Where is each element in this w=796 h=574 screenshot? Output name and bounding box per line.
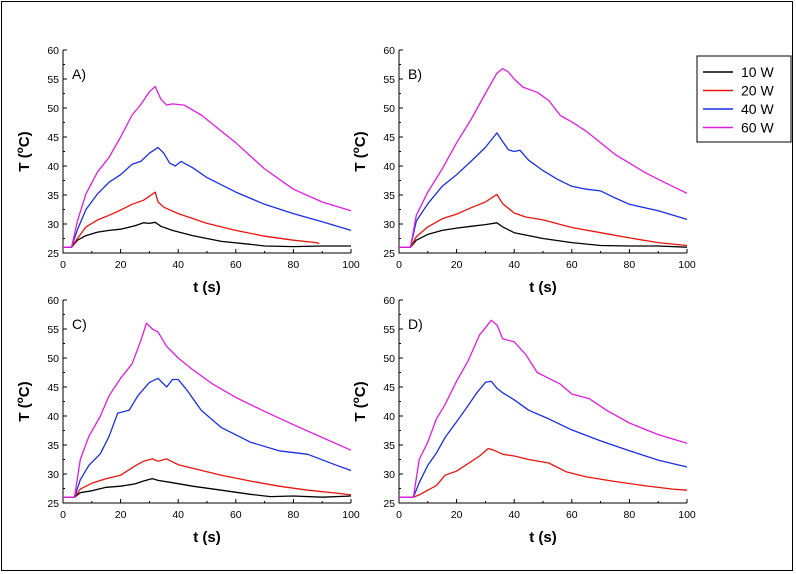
- x-tick-label: 40: [508, 259, 520, 271]
- legend-label: 20 W: [741, 83, 774, 99]
- panel-1: 0 20 40 60 80 100 25 30 35 40 45 50 55 60 t (s) T (oC) A…: [15, 45, 360, 296]
- y-tick-label: 35: [383, 190, 395, 202]
- series-line-20w: [399, 193, 688, 248]
- y-tick-label: 30: [47, 219, 59, 231]
- y-tick-label: 40: [47, 411, 59, 423]
- y-tick-label: 45: [383, 382, 395, 394]
- x-tick-label: 40: [508, 509, 520, 521]
- axes-frame: [398, 50, 687, 254]
- x-tick-label: 100: [678, 509, 696, 521]
- y-tick-label: 40: [47, 161, 59, 173]
- x-tick-label: 40: [172, 509, 184, 521]
- y-tick-label: 45: [47, 382, 59, 394]
- y-tick-label: 30: [383, 469, 395, 481]
- x-tick-label: 60: [566, 509, 578, 521]
- x-tick-label: 100: [678, 259, 696, 271]
- x-tick-label: 100: [342, 509, 360, 521]
- y-axis-title: T (oC): [351, 131, 369, 171]
- x-tick-label: 20: [451, 259, 463, 271]
- y-tick-label: 55: [383, 74, 395, 86]
- panel-label: D): [408, 316, 423, 332]
- x-tick-label: 0: [60, 259, 66, 271]
- x-tick-label: 80: [624, 259, 636, 271]
- x-axis-title: t (s): [193, 279, 221, 296]
- series-line-10w: [63, 221, 351, 248]
- y-axis-title: T (oC): [15, 381, 33, 421]
- y-tick-label: 25: [47, 248, 59, 260]
- x-tick-label: 0: [60, 509, 66, 521]
- series-line-60w: [399, 67, 688, 248]
- y-tick-label: 50: [383, 103, 395, 115]
- axes-frame: [62, 50, 351, 254]
- y-tick-label: 35: [47, 190, 59, 202]
- y-tick-label: 35: [47, 440, 59, 452]
- panel-label: C): [72, 316, 87, 332]
- series-line-40w: [63, 146, 352, 248]
- y-tick-label: 60: [383, 295, 395, 307]
- y-tick-label: 60: [47, 295, 59, 307]
- panel-label: A): [72, 66, 86, 82]
- panel-label: B): [408, 66, 422, 82]
- y-tick-label: 55: [47, 74, 59, 86]
- x-tick-label: 60: [566, 259, 578, 271]
- y-tick-label: 45: [47, 132, 59, 144]
- x-tick-label: 20: [115, 259, 127, 271]
- legend-label: 60 W: [741, 120, 774, 136]
- y-tick-label: 30: [383, 219, 395, 231]
- panel-2: 0 20 40 60 80 100 25 30 35 40 45 50 55 60 t (s) T (oC) B…: [351, 45, 696, 296]
- series-line-40w: [399, 380, 688, 498]
- series-line-60w: [63, 85, 352, 248]
- y-tick-label: 25: [383, 498, 395, 510]
- y-tick-label: 50: [47, 103, 59, 115]
- x-tick-label: 60: [230, 259, 242, 271]
- series-line-20w: [63, 191, 320, 248]
- x-tick-label: 80: [288, 259, 300, 271]
- legend-label: 10 W: [741, 64, 774, 80]
- y-tick-label: 25: [383, 248, 395, 260]
- x-tick-label: 40: [172, 259, 184, 271]
- legend-label: 40 W: [741, 101, 774, 117]
- series-line-60w: [399, 319, 688, 498]
- y-tick-label: 50: [47, 353, 59, 365]
- y-tick-label: 40: [383, 161, 395, 173]
- panel-4: 0 20 40 60 80 100 25 30 35 40 45 50 55 60 t (s) T (oC) D…: [351, 295, 696, 546]
- y-tick-label: 35: [383, 440, 395, 452]
- x-tick-label: 80: [288, 509, 300, 521]
- y-tick-label: 45: [383, 132, 395, 144]
- axes-frame: [398, 300, 687, 504]
- x-tick-label: 20: [451, 509, 463, 521]
- y-tick-label: 30: [47, 469, 59, 481]
- x-axis-title: t (s): [193, 529, 221, 546]
- series-line-10w: [399, 222, 688, 248]
- series-line-40w: [63, 377, 352, 498]
- x-tick-label: 20: [115, 509, 127, 521]
- y-tick-label: 60: [383, 45, 395, 57]
- y-tick-label: 60: [47, 45, 59, 57]
- x-tick-label: 80: [624, 509, 636, 521]
- y-tick-label: 40: [383, 411, 395, 423]
- x-tick-label: 0: [396, 509, 402, 521]
- legend: 10 W 20 W 40 W 60 W: [696, 55, 792, 143]
- x-tick-label: 100: [342, 259, 360, 271]
- y-tick-label: 25: [47, 498, 59, 510]
- y-axis-title: T (oC): [351, 381, 369, 421]
- y-axis-title: T (oC): [15, 131, 33, 171]
- series-line-20w: [399, 447, 688, 498]
- x-axis-title: t (s): [529, 529, 557, 546]
- y-tick-label: 55: [47, 324, 59, 336]
- x-tick-label: 0: [396, 259, 402, 271]
- series-line-10w: [63, 477, 352, 498]
- series-line-60w: [63, 322, 352, 498]
- y-tick-label: 50: [383, 353, 395, 365]
- series-line-40w: [399, 132, 688, 248]
- y-tick-label: 55: [383, 324, 395, 336]
- series-line-20w: [63, 458, 352, 498]
- x-axis-title: t (s): [529, 279, 557, 296]
- x-tick-label: 60: [230, 509, 242, 521]
- panel-3: 0 20 40 60 80 100 25 30 35 40 45 50 55 60 t (s) T (oC) C…: [15, 295, 360, 546]
